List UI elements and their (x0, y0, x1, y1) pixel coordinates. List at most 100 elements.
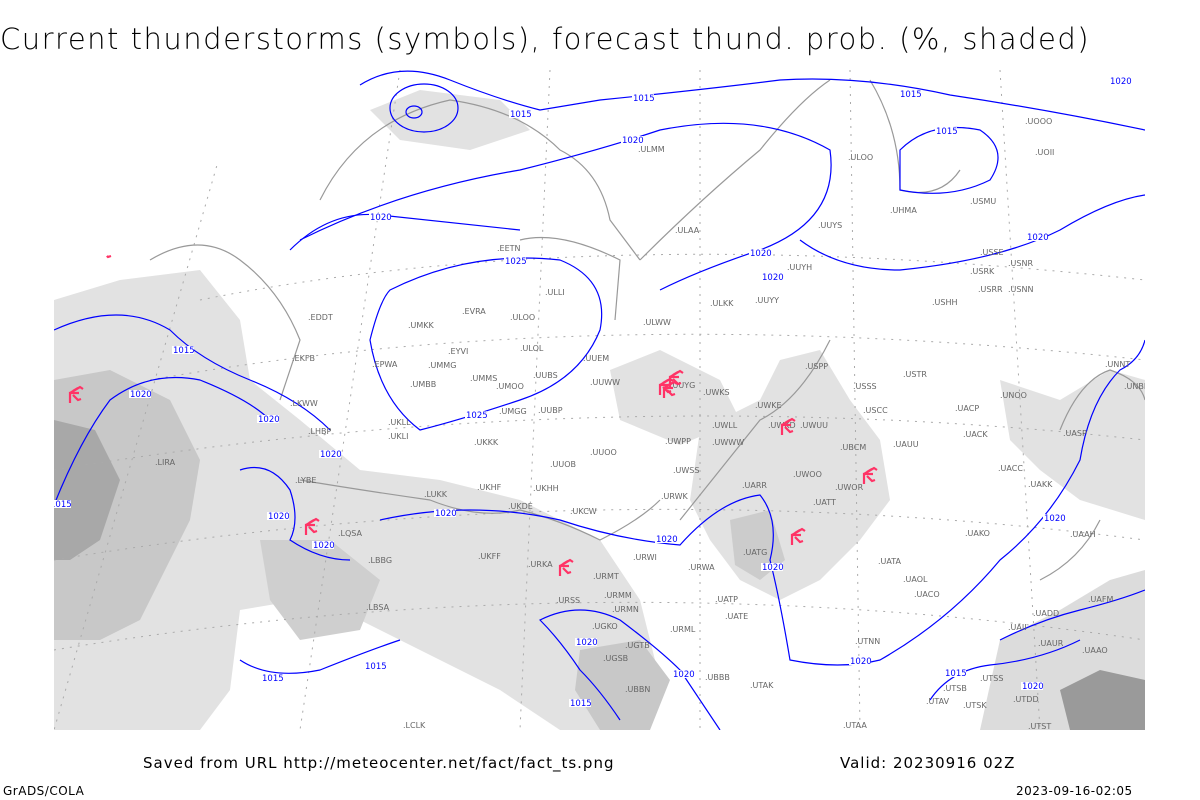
station-label: .UNOO (1000, 391, 1027, 400)
station-label: .UWOR (835, 483, 864, 492)
isobar-label: 1020 (435, 509, 457, 519)
station-label: .UNNT (1105, 360, 1130, 369)
station-label: .ULOO (510, 313, 535, 322)
station-label: .UAAH (1070, 530, 1096, 539)
station-label: .UACC (998, 464, 1023, 473)
station-label: .UACP (955, 404, 979, 413)
station-label: .UAKK (1028, 480, 1053, 489)
station-label: .UUOO (590, 448, 617, 457)
station-label: .UKKK (474, 438, 499, 447)
shade-ural-mid (730, 510, 785, 580)
station-label: .UKCW (570, 507, 597, 516)
isobar-label-bg (319, 450, 341, 458)
station-label: .UUEM (583, 354, 609, 363)
station-label: .UACK (963, 430, 988, 439)
isobar-label: 1015 (262, 674, 284, 684)
valid-time: Valid: 20230916 02Z (840, 754, 1016, 772)
isobar-label: 1020 (673, 670, 695, 680)
station-label: .USCC (863, 406, 888, 415)
thunderstorm-symbol-icon (790, 527, 806, 545)
isobar-label-bg (1109, 77, 1131, 85)
shade-siberia (1000, 370, 1145, 520)
isobar-label-bg (899, 90, 921, 98)
thunderstorm-symbol-icon (862, 466, 878, 484)
map-title: Current thunderstorms (symbols), forecas… (0, 22, 1091, 56)
shade-north (370, 90, 530, 150)
station-label: .LCLK (403, 721, 426, 730)
isobar-label-bg (761, 273, 783, 281)
station-label: .URSS (556, 596, 580, 605)
station-label: .UTSS (980, 674, 1003, 683)
station-label: .UKLL (388, 418, 411, 427)
isobar-label: 1015 (510, 110, 532, 120)
thunderstorm-symbol-icon (780, 417, 796, 435)
isobar-label: 1015 (173, 346, 195, 356)
isobar-label: 1020 (268, 512, 290, 522)
isobar-label: 1015 (365, 662, 387, 672)
station-label: .UUYY (755, 296, 779, 305)
isobar-label-bg (267, 512, 289, 520)
shade-caucasus (575, 640, 670, 730)
isobar-label: 1020 (762, 273, 784, 283)
station-label: .UOII (1035, 148, 1054, 157)
station-label: .UKHH (533, 484, 559, 493)
station-label: .USNN (1008, 285, 1033, 294)
isobar-label-bg (761, 563, 783, 571)
station-label: .ULAA (675, 226, 700, 235)
isobar-label: 1020 (1022, 682, 1044, 692)
isobar-label: 1020 (576, 638, 598, 648)
station-label: .UTSK (963, 701, 987, 710)
thunderstorm-symbol-icon (668, 369, 684, 387)
isobar-label: 1020 (1027, 233, 1049, 243)
isobar-label-bg (672, 670, 694, 678)
station-label: .UWKS (703, 388, 730, 397)
station-label: .UMMS (470, 374, 497, 383)
isobar-label: 1025 (466, 411, 488, 421)
station-label: .UTDD (1013, 695, 1039, 704)
isobar-label-bg (257, 415, 279, 423)
station-label: .UTAK (750, 681, 774, 690)
isobar-label-bg (1021, 682, 1043, 690)
station-label: .EDDT (308, 313, 333, 322)
station-label: .EETN (497, 244, 521, 253)
station-label: .UTST (1028, 722, 1051, 731)
isobar-label: 1020 (1110, 77, 1132, 87)
station-label: .URMT (593, 572, 619, 581)
isobar-label: 1015 (50, 500, 72, 510)
station-label: .UBCM (840, 443, 866, 452)
isobar-label-bg (129, 390, 151, 398)
isobar-label-bg (465, 411, 487, 419)
station-label: .LBBG (368, 556, 392, 565)
station-label: .UAAO (1082, 646, 1108, 655)
station-label: .UKDE (508, 502, 533, 511)
station-label: .UAOL (903, 575, 928, 584)
station-label: .LYBE (295, 476, 316, 485)
station-label: .USNR (1008, 259, 1033, 268)
isobar-label-bg (935, 127, 957, 135)
isobar-label-bg (504, 257, 526, 265)
station-label: .UUBP (538, 406, 563, 415)
station-label: .UATE (725, 612, 748, 621)
station-label: .UGSB (603, 654, 628, 663)
station-label: .URWI (633, 553, 657, 562)
station-label: .UACO (914, 590, 940, 599)
isobar-label-bg (312, 541, 334, 549)
isobar-label-bg (849, 657, 871, 665)
station-label: .UWKE (755, 401, 782, 410)
station-label: .USSS (853, 382, 877, 391)
station-label: .UGKO (592, 622, 618, 631)
isobar-label: 1025 (505, 257, 527, 267)
station-label: .UUWW (590, 378, 620, 387)
station-label: .UWWW (712, 438, 744, 447)
station-label: .URKA (528, 560, 553, 569)
station-label: .USHH (932, 298, 958, 307)
isobar-label-bg (1043, 514, 1065, 522)
shade-balkans (260, 540, 380, 640)
station-label: .UWPP (665, 437, 691, 446)
isobar-label-bg (944, 669, 966, 677)
thunderstorm-symbol-icon (662, 380, 678, 398)
station-label: .LUKK (424, 490, 448, 499)
isobar-label-bg (364, 662, 386, 670)
isobar-label-bg (621, 136, 643, 144)
station-label: .UTNN (855, 637, 880, 646)
